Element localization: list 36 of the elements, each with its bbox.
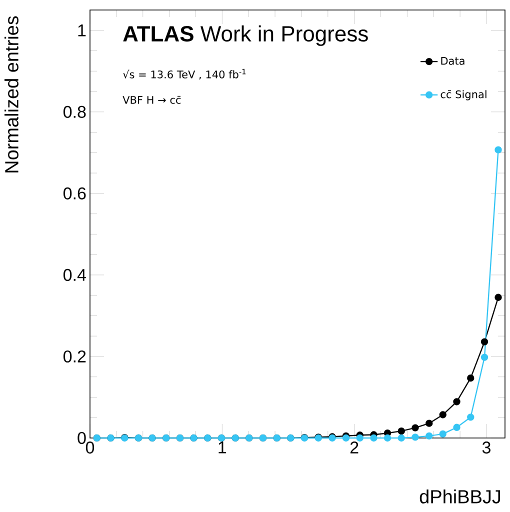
x-tick-label: 0 [86, 442, 94, 454]
point [439, 411, 446, 418]
point [398, 427, 405, 435]
y-tick-label: 0.4 [63, 268, 86, 281]
point [384, 434, 392, 442]
point [453, 398, 460, 406]
point [480, 354, 488, 361]
point [398, 434, 405, 442]
point [494, 146, 502, 154]
point [453, 424, 460, 431]
point [370, 434, 378, 442]
y-tick-label: 0 [78, 432, 86, 444]
y-axis-title: Normalized entries [4, 16, 18, 172]
x-tick-label: 3 [482, 442, 490, 454]
y-tick-label: 0.2 [63, 350, 86, 362]
point [356, 434, 364, 442]
point [467, 374, 474, 382]
x-tick-label: 2 [350, 442, 358, 454]
y-tick-label: 0.8 [63, 106, 86, 118]
annotation: √s = 13.6 TeV , 140 fb$^{-1}$ [122, 68, 246, 80]
point [480, 338, 488, 346]
point [426, 420, 433, 427]
legend-label: cc̄ Signal [440, 90, 486, 100]
x-tick-label: 1 [218, 442, 226, 454]
x-axis-title: dPhiBBJJ [420, 490, 500, 504]
y-tick-label: 0.6 [63, 187, 86, 200]
point [412, 434, 419, 441]
point [439, 430, 446, 438]
point [412, 424, 419, 432]
text: ATLAS Work in Progress [123, 25, 368, 46]
point [467, 414, 474, 421]
point [426, 432, 433, 440]
point [494, 294, 502, 301]
annotation: VBF H → cc̄ [122, 96, 181, 104]
y-tick-label: 1 [78, 24, 86, 36]
legend-label: Data [441, 57, 464, 65]
